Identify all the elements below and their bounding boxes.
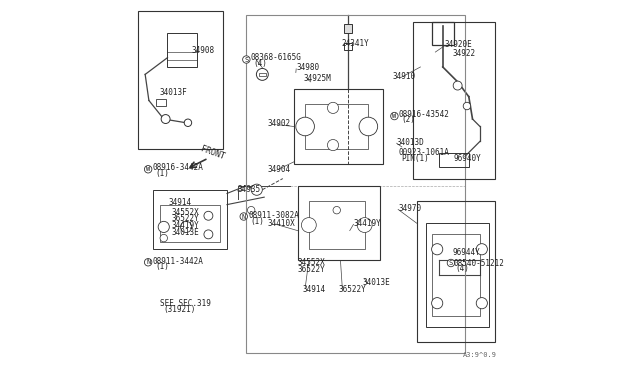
Text: 34552X: 34552X xyxy=(298,258,325,267)
Bar xyxy=(156,99,166,106)
Text: 34902: 34902 xyxy=(268,119,291,128)
Bar xyxy=(138,11,223,149)
Circle shape xyxy=(328,140,339,151)
Circle shape xyxy=(301,218,316,232)
Text: 34925M: 34925M xyxy=(303,74,331,83)
Bar xyxy=(309,201,365,249)
Text: 34410X: 34410X xyxy=(268,219,296,228)
Bar xyxy=(298,186,380,260)
Circle shape xyxy=(357,218,372,232)
Text: S: S xyxy=(244,57,248,62)
Bar xyxy=(160,205,220,242)
Circle shape xyxy=(248,206,255,214)
Text: 08911-3442A: 08911-3442A xyxy=(152,257,204,266)
Bar xyxy=(439,153,468,167)
Circle shape xyxy=(204,230,213,239)
Text: (1): (1) xyxy=(156,262,170,271)
Bar xyxy=(246,15,465,353)
Circle shape xyxy=(184,119,191,126)
Circle shape xyxy=(476,244,488,255)
Text: W: W xyxy=(146,166,150,172)
Text: N: N xyxy=(242,214,246,219)
Circle shape xyxy=(447,259,454,267)
Text: (2): (2) xyxy=(401,115,415,124)
Text: 34013E: 34013E xyxy=(363,278,390,287)
Circle shape xyxy=(145,166,152,173)
Text: N: N xyxy=(146,259,150,265)
Bar xyxy=(431,234,480,316)
Text: 34013D: 34013D xyxy=(397,138,424,147)
Bar xyxy=(426,223,489,327)
Circle shape xyxy=(431,298,443,309)
Text: 34935: 34935 xyxy=(237,185,260,194)
Text: 96944Y: 96944Y xyxy=(452,248,480,257)
Text: 08916-43542: 08916-43542 xyxy=(399,110,450,119)
Circle shape xyxy=(161,115,170,124)
Bar xyxy=(152,190,227,249)
Circle shape xyxy=(251,184,262,195)
Text: 36522Y: 36522Y xyxy=(339,285,366,294)
Text: FRONT: FRONT xyxy=(199,144,226,161)
Text: 08916-3442A: 08916-3442A xyxy=(152,163,204,172)
Circle shape xyxy=(390,112,398,120)
Text: 34910: 34910 xyxy=(392,72,415,81)
Bar xyxy=(417,201,495,342)
Text: 36522Y: 36522Y xyxy=(298,265,325,274)
Text: (4): (4) xyxy=(253,59,267,68)
Text: 00923-1061A: 00923-1061A xyxy=(399,148,450,157)
Circle shape xyxy=(180,221,191,232)
Circle shape xyxy=(240,213,248,220)
Circle shape xyxy=(257,68,268,80)
Circle shape xyxy=(160,234,168,242)
Bar xyxy=(168,33,197,67)
Bar xyxy=(413,22,495,179)
Bar xyxy=(431,22,454,45)
Circle shape xyxy=(333,206,340,214)
Bar xyxy=(294,89,383,164)
Circle shape xyxy=(476,298,488,309)
Circle shape xyxy=(243,56,250,63)
Text: 08368-6165G: 08368-6165G xyxy=(251,53,301,62)
Circle shape xyxy=(328,102,339,113)
Text: 34013F: 34013F xyxy=(159,88,187,97)
Bar xyxy=(344,43,351,50)
Text: 96940Y: 96940Y xyxy=(454,154,482,163)
Circle shape xyxy=(145,259,152,266)
Bar xyxy=(344,24,351,33)
Text: (1): (1) xyxy=(156,169,170,178)
Text: 36522Y: 36522Y xyxy=(172,214,199,223)
Text: 34904: 34904 xyxy=(268,165,291,174)
Bar xyxy=(305,104,369,149)
Text: 34922: 34922 xyxy=(452,49,475,58)
Text: 34970: 34970 xyxy=(398,204,421,213)
Text: W: W xyxy=(392,113,397,119)
Text: 34914: 34914 xyxy=(302,285,325,294)
Text: 34013E: 34013E xyxy=(172,228,199,237)
Text: 34908: 34908 xyxy=(191,46,215,55)
Text: 34920E: 34920E xyxy=(445,40,472,49)
Text: 24341Y: 24341Y xyxy=(342,39,369,48)
Text: A3:9^0.9: A3:9^0.9 xyxy=(463,352,497,358)
Bar xyxy=(259,73,266,76)
Text: 08911-3082A: 08911-3082A xyxy=(248,211,299,220)
Text: 34419Y: 34419Y xyxy=(353,219,381,228)
Circle shape xyxy=(431,244,443,255)
Text: 34914: 34914 xyxy=(168,198,191,207)
Text: (1): (1) xyxy=(250,217,264,226)
Text: (4): (4) xyxy=(456,264,470,273)
Circle shape xyxy=(359,117,378,136)
Text: PIN(1): PIN(1) xyxy=(401,154,429,163)
Text: 34419Y: 34419Y xyxy=(172,221,199,230)
Text: SEE SEC.319: SEE SEC.319 xyxy=(160,299,211,308)
Text: (31921): (31921) xyxy=(164,305,196,314)
Text: 34552X: 34552X xyxy=(172,208,199,217)
Text: 34980: 34980 xyxy=(296,63,319,72)
Text: S: S xyxy=(449,260,453,266)
Circle shape xyxy=(296,117,314,136)
Circle shape xyxy=(158,221,170,232)
Circle shape xyxy=(463,102,470,110)
Circle shape xyxy=(453,81,462,90)
Circle shape xyxy=(204,211,213,220)
Text: 08540-51212: 08540-51212 xyxy=(453,259,504,267)
